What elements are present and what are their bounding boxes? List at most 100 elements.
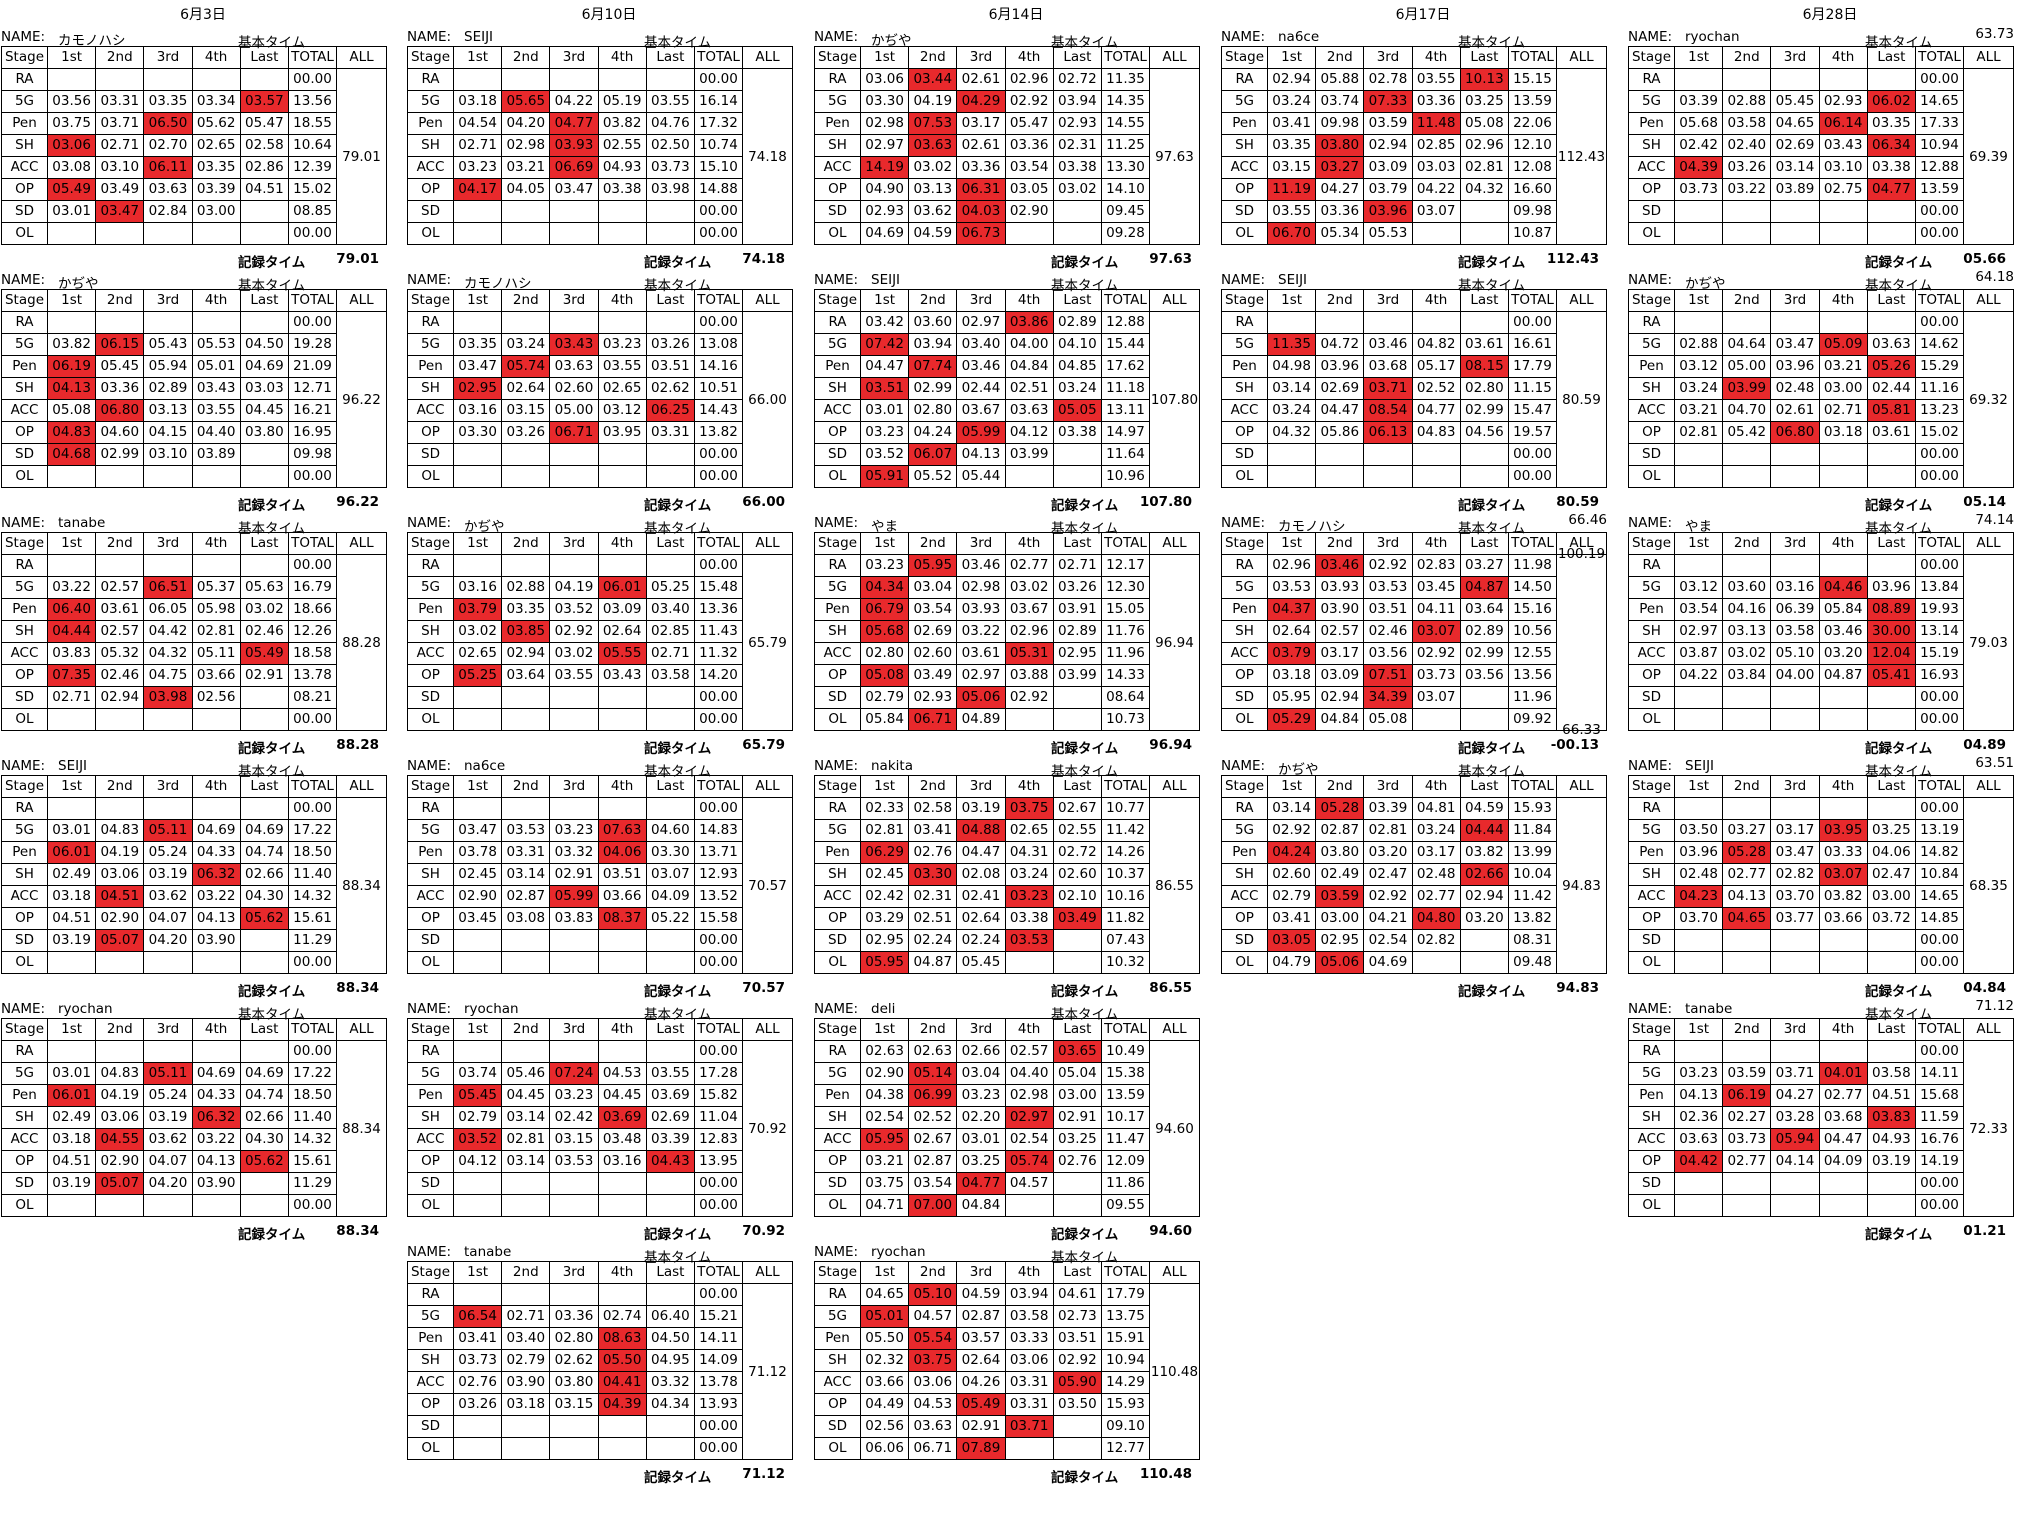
lap-cell[interactable]: 02.36 [1673, 1106, 1724, 1129]
lap-cell[interactable]: 03.93 [956, 598, 1006, 621]
lap-cell[interactable]: 03.53 [1266, 576, 1317, 599]
lap-cell[interactable]: 04.51 [46, 1150, 97, 1173]
stage-cell[interactable]: ACC [1, 156, 48, 179]
lap-cell[interactable]: 04.40 [1004, 1062, 1054, 1085]
lap-cell[interactable] [239, 443, 290, 466]
total-cell[interactable]: 09.55 [1101, 1194, 1150, 1217]
stage-cell[interactable]: OP [1, 1150, 48, 1173]
lap-cell[interactable] [645, 1194, 696, 1217]
stage-cell[interactable]: 5G [407, 1305, 454, 1328]
total-cell[interactable]: 13.56 [1508, 664, 1557, 687]
lap-cell[interactable]: 05.62 [191, 112, 241, 135]
lap-cell[interactable]: 02.94 [1315, 686, 1365, 709]
lap-cell[interactable]: 03.14 [501, 1106, 551, 1129]
stage-cell[interactable]: Pen [407, 1327, 454, 1350]
lap-cell[interactable]: 03.31 [1004, 1393, 1054, 1416]
lap-cell[interactable]: 04.38 [859, 1084, 910, 1107]
total-cell[interactable]: 08.31 [1508, 929, 1557, 952]
lap-cell[interactable]: 03.09 [1363, 156, 1413, 179]
stage-cell[interactable]: SD [1, 1172, 48, 1195]
lap-cell[interactable]: 02.71 [1052, 554, 1103, 577]
stage-cell[interactable]: OL [1628, 951, 1675, 974]
lap-cell[interactable]: 02.33 [859, 797, 910, 820]
lap-cell[interactable] [452, 797, 503, 820]
stage-cell[interactable]: 5G [1221, 333, 1268, 356]
lap-cell[interactable] [239, 465, 290, 488]
total-cell[interactable]: 14.26 [1101, 841, 1150, 864]
lap-cell[interactable]: 02.60 [1052, 863, 1103, 886]
lap-cell[interactable]: 02.57 [95, 620, 145, 643]
lap-cell[interactable]: 03.08 [501, 907, 551, 930]
lap-cell[interactable]: 03.18 [501, 1393, 551, 1416]
stage-cell[interactable]: RA [1, 68, 48, 91]
lap-cell[interactable]: 03.12 [1673, 576, 1724, 599]
lap-cell[interactable]: 03.20 [1459, 907, 1510, 930]
lap-cell[interactable]: 02.81 [501, 1128, 551, 1151]
stage-cell[interactable]: SH [814, 1349, 861, 1372]
lap-cell[interactable] [1818, 951, 1868, 974]
lap-cell[interactable]: 04.76 [645, 112, 696, 135]
stage-cell[interactable]: Pen [407, 598, 454, 621]
lap-cell[interactable]: 06.19 [1722, 1084, 1772, 1107]
lap-cell[interactable] [645, 1040, 696, 1063]
lap-cell[interactable]: 03.31 [95, 90, 145, 113]
lap-cell[interactable]: 03.12 [1673, 355, 1724, 378]
lap-cell[interactable]: 02.76 [908, 841, 958, 864]
lap-cell[interactable]: 02.73 [1052, 1305, 1103, 1328]
lap-cell[interactable]: 05.06 [956, 686, 1006, 709]
lap-cell[interactable] [501, 68, 551, 91]
total-cell[interactable]: 15.93 [1101, 1393, 1150, 1416]
lap-cell[interactable]: 03.35 [143, 90, 193, 113]
lap-cell[interactable]: 04.60 [645, 819, 696, 842]
lap-cell[interactable]: 05.37 [191, 576, 241, 599]
lap-cell[interactable]: 03.47 [95, 200, 145, 223]
lap-cell[interactable] [597, 708, 647, 731]
lap-cell[interactable]: 04.87 [1818, 664, 1868, 687]
lap-cell[interactable]: 03.86 [1004, 311, 1054, 334]
total-cell[interactable]: 00.00 [694, 951, 743, 974]
lap-cell[interactable]: 04.46 [1818, 576, 1868, 599]
lap-cell[interactable]: 05.32 [95, 642, 145, 665]
lap-cell[interactable]: 03.01 [46, 819, 97, 842]
lap-cell[interactable]: 04.69 [191, 819, 241, 842]
lap-cell[interactable]: 06.01 [597, 576, 647, 599]
lap-cell[interactable]: 04.82 [1411, 333, 1461, 356]
lap-cell[interactable] [645, 1283, 696, 1306]
lap-cell[interactable] [452, 1415, 503, 1438]
lap-cell[interactable]: 03.18 [46, 1128, 97, 1151]
stage-cell[interactable]: OL [1628, 222, 1675, 245]
total-cell[interactable]: 18.50 [288, 841, 337, 864]
stage-cell[interactable]: OL [1221, 708, 1268, 731]
lap-cell[interactable]: 03.93 [1315, 576, 1365, 599]
lap-cell[interactable]: 03.23 [452, 156, 503, 179]
total-cell[interactable]: 19.57 [1508, 421, 1557, 444]
lap-cell[interactable]: 06.01 [46, 1084, 97, 1107]
lap-cell[interactable]: 05.68 [859, 620, 910, 643]
stage-cell[interactable]: 5G [407, 333, 454, 356]
lap-cell[interactable] [1004, 951, 1054, 974]
lap-cell[interactable]: 04.07 [143, 907, 193, 930]
lap-cell[interactable]: 03.14 [501, 1150, 551, 1173]
lap-cell[interactable]: 03.39 [191, 178, 241, 201]
lap-cell[interactable]: 03.43 [549, 333, 599, 356]
lap-cell[interactable]: 06.34 [1866, 134, 1917, 157]
lap-cell[interactable]: 03.17 [1770, 819, 1820, 842]
lap-cell[interactable]: 05.17 [1411, 355, 1461, 378]
lap-cell[interactable]: 11.35 [1266, 333, 1317, 356]
lap-cell[interactable]: 02.46 [1363, 620, 1413, 643]
lap-cell[interactable]: 02.65 [191, 134, 241, 157]
lap-cell[interactable]: 02.24 [956, 929, 1006, 952]
lap-cell[interactable] [1673, 222, 1724, 245]
stage-cell[interactable]: Pen [814, 1084, 861, 1107]
lap-cell[interactable] [1866, 951, 1917, 974]
lap-cell[interactable] [1052, 1172, 1103, 1195]
total-cell[interactable]: 14.65 [1915, 90, 1964, 113]
lap-cell[interactable] [501, 222, 551, 245]
lap-cell[interactable]: 04.32 [1266, 421, 1317, 444]
total-cell[interactable]: 08.64 [1101, 686, 1150, 709]
lap-cell[interactable]: 04.51 [46, 907, 97, 930]
lap-cell[interactable]: 02.55 [1052, 819, 1103, 842]
stage-cell[interactable]: OP [814, 1150, 861, 1173]
lap-cell[interactable]: 05.47 [1004, 112, 1054, 135]
lap-cell[interactable]: 02.87 [1315, 819, 1365, 842]
